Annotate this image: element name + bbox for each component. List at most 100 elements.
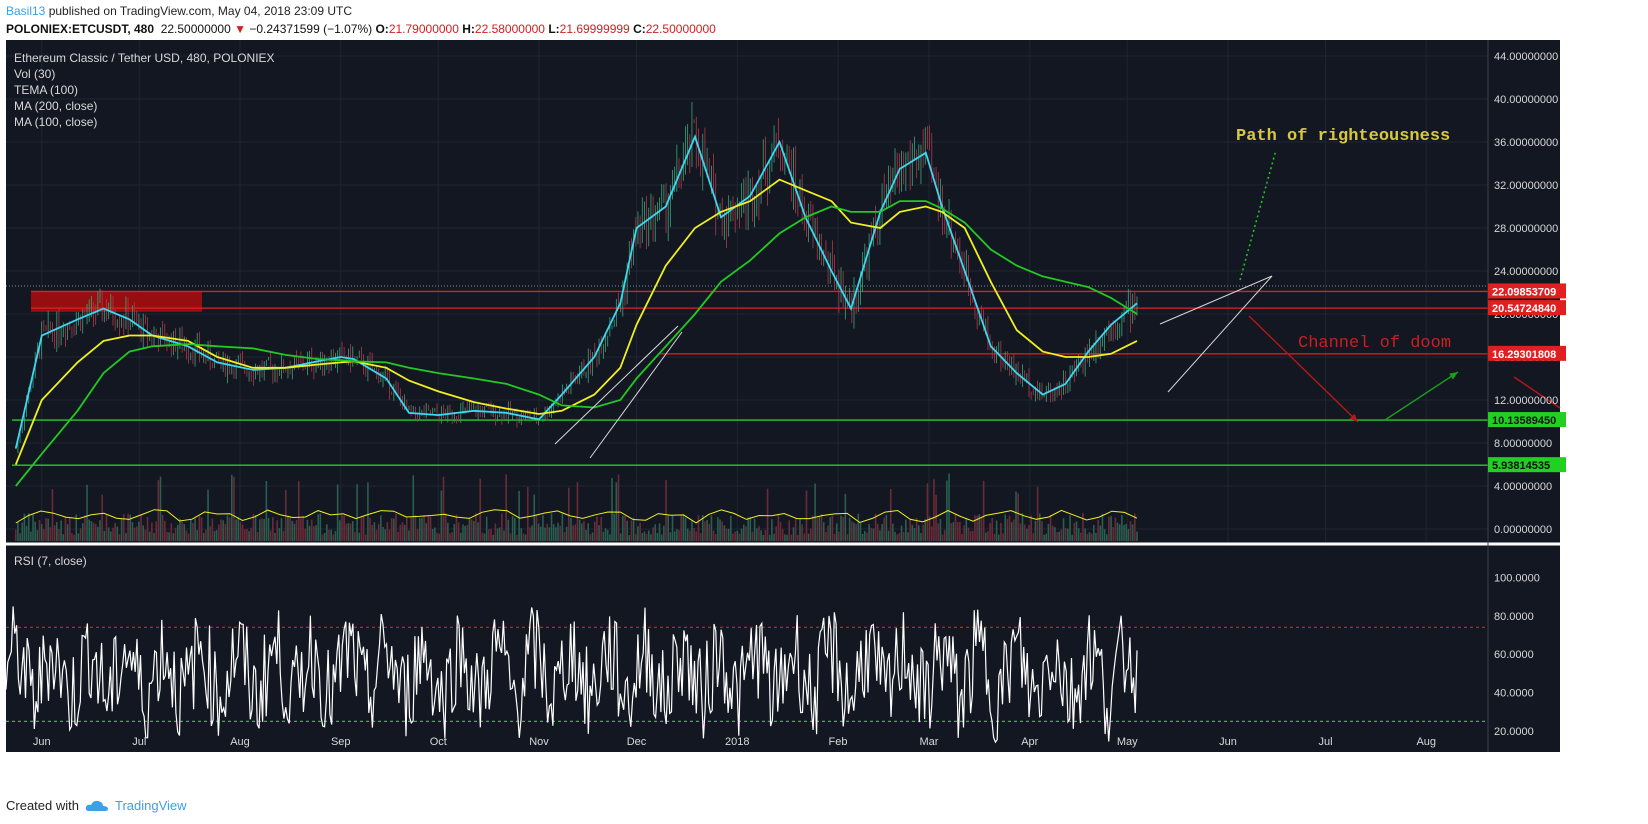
volume-bar — [544, 527, 546, 541]
volume-bar — [462, 524, 464, 541]
volume-bar — [416, 529, 419, 541]
volume-bar — [617, 474, 620, 541]
volume-bar — [1084, 528, 1086, 541]
volume-bar — [624, 515, 626, 541]
volume-bar — [682, 514, 685, 541]
volume-bar — [492, 534, 494, 541]
volume-bar — [673, 531, 676, 541]
volume-bar — [619, 533, 622, 541]
volume-bar — [596, 516, 598, 541]
volume-bar — [684, 517, 687, 541]
volume-bar — [743, 524, 745, 541]
volume-bar — [762, 534, 765, 541]
volume-bar — [1080, 532, 1082, 541]
volume-bar — [626, 520, 628, 541]
symbol-line: POLONIEX:ETCUSDT, 480 22.50000000 ▼ −0.2… — [6, 22, 716, 36]
volume-bar — [179, 518, 181, 541]
volume-bar — [634, 534, 637, 541]
volume-bar — [868, 523, 870, 541]
volume-bar — [995, 520, 998, 541]
volume-bar — [926, 483, 929, 541]
wedge-top-line — [1159, 275, 1273, 325]
author-link[interactable]: Basil13 — [6, 4, 46, 18]
volume-bar — [159, 476, 162, 541]
volume-bar — [524, 534, 527, 541]
volume-bar — [771, 519, 773, 541]
volume-bar — [905, 519, 907, 541]
volume-bar — [239, 521, 242, 541]
ma100-line — [14, 178, 1138, 465]
volume-bar — [989, 523, 991, 541]
tradingview-link[interactable]: TradingView — [114, 798, 187, 813]
price-change: −0.24371599 (−1.07%) — [249, 22, 373, 36]
volume-bar — [507, 519, 510, 541]
volume-bar — [1015, 491, 1017, 541]
rsi-tick-label: 40.0000 — [1494, 688, 1534, 700]
volume-bar — [879, 530, 881, 541]
volume-bar — [736, 530, 739, 541]
volume-bar — [1127, 528, 1130, 541]
volume-bar — [978, 514, 981, 541]
volume-bar — [827, 525, 829, 541]
rsi-tick-label: 100.0000 — [1494, 572, 1540, 584]
last-price: 22.50000000 — [160, 22, 231, 36]
volume-bar — [453, 524, 456, 541]
volume-bar — [647, 530, 650, 541]
volume-bar — [1101, 513, 1104, 541]
volume-bar — [386, 522, 389, 541]
volume-bar — [641, 533, 644, 541]
volume-bar — [14, 529, 17, 541]
volume-bar — [36, 530, 39, 541]
volume-bar — [844, 494, 847, 541]
volume-bar — [1097, 519, 1099, 541]
volume-bar — [788, 520, 790, 541]
legend-ma100: MA (100, close) — [14, 115, 97, 129]
volume-bar — [412, 475, 415, 541]
volume-bar — [717, 517, 719, 541]
volume-bar — [851, 521, 853, 541]
volume-bar — [1056, 532, 1058, 541]
volume-bar — [442, 476, 445, 541]
legend-ma200: MA (200, close) — [14, 99, 97, 113]
volume-bar — [870, 527, 873, 541]
volume-bar — [297, 480, 300, 541]
level-price-tag — [1488, 457, 1566, 473]
volume-bar — [611, 477, 613, 541]
volume-bar — [157, 480, 160, 541]
volume-bar — [809, 528, 812, 541]
volume-bar — [501, 513, 503, 541]
volume-bar — [555, 527, 557, 541]
volume-bar — [207, 489, 209, 541]
volume-bar — [894, 531, 896, 541]
volume-bar — [669, 532, 672, 541]
volume-bar — [667, 515, 669, 541]
volume-bar — [570, 518, 572, 541]
volume-bar — [753, 518, 756, 541]
level-price-label: 22.09853709 — [1492, 286, 1556, 298]
volume-bar — [472, 520, 475, 541]
volume-bar — [518, 490, 520, 541]
volume-bar — [1060, 529, 1063, 541]
volume-bars — [14, 473, 1138, 541]
rsi-tick-label: 20.0000 — [1494, 726, 1534, 738]
volume-bar — [1114, 517, 1117, 541]
volume-bar — [961, 533, 963, 541]
publish-line: Basil13 published on TradingView.com, Ma… — [6, 4, 352, 18]
volume-bar — [732, 533, 734, 541]
volume-bar — [343, 515, 345, 541]
volume-bar — [427, 515, 430, 541]
volume-bar — [580, 523, 583, 541]
volume-bar — [645, 533, 648, 541]
price-chart[interactable]: Jun Jul Aug Sep Oct Nov Dec 2018 Feb Mar Apr May Jun… — [0, 40, 1648, 792]
volume-bar — [261, 518, 263, 541]
volume-bar — [559, 525, 561, 541]
volume-bar — [230, 474, 233, 541]
volume-bar — [241, 524, 244, 541]
volume-bar — [898, 533, 901, 541]
volume-bar — [1047, 523, 1050, 541]
volume-bar — [408, 530, 410, 541]
volume-bar — [643, 531, 646, 541]
volume-bar — [218, 524, 220, 541]
volume-bar — [522, 533, 525, 541]
volume-bar — [308, 525, 311, 541]
